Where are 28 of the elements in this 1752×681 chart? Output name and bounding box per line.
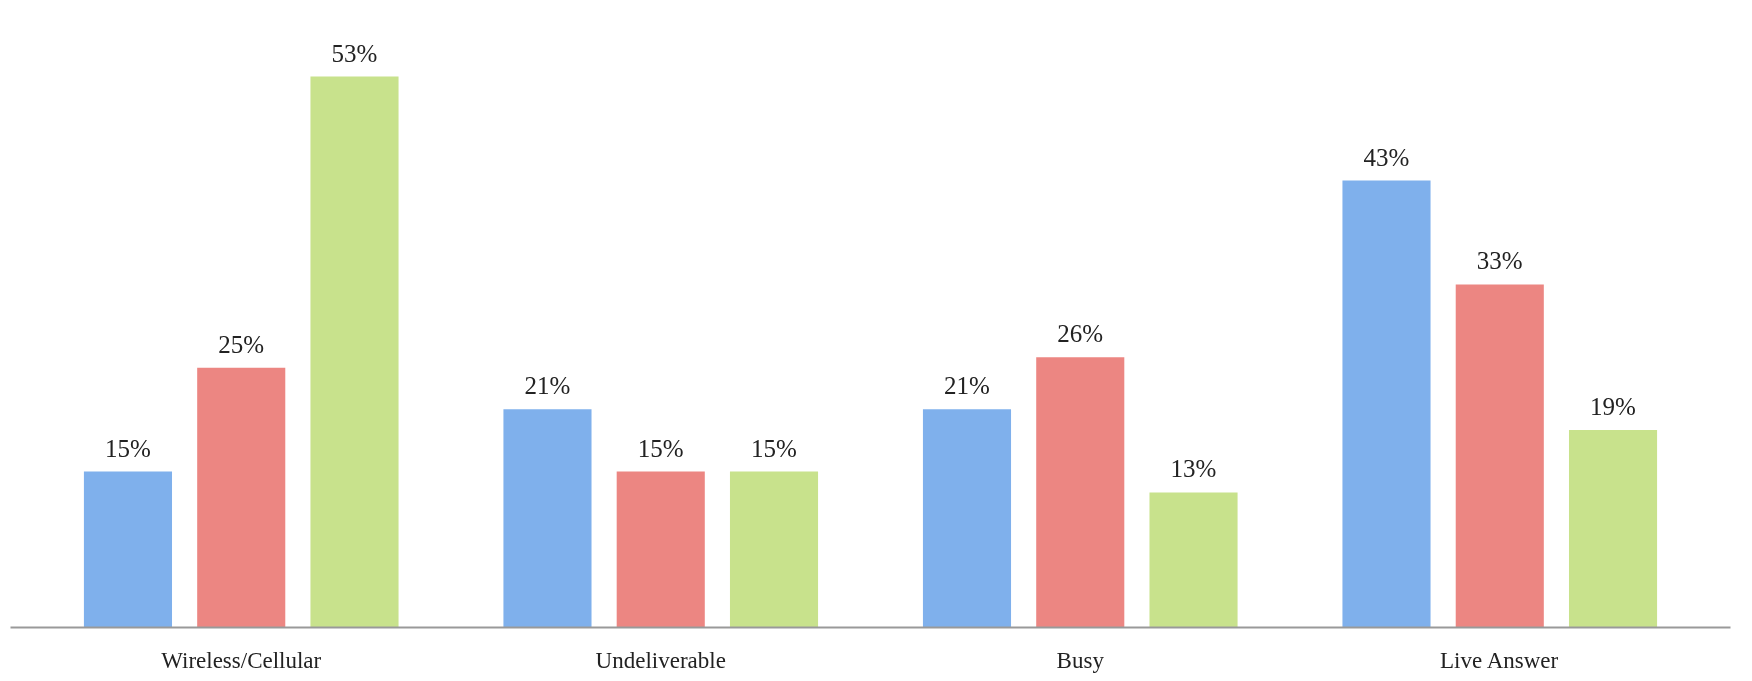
data-label: 21% [524,372,571,400]
bar [1568,430,1658,628]
bar [1149,492,1238,628]
data-label: 26% [1057,320,1104,348]
x-tick-label: Live Answer [1440,647,1559,673]
data-label: 21% [944,372,990,400]
data-label: 15% [105,434,151,462]
x-tick-label: Wireless/Cellular [161,647,322,673]
x-tick-label: Undeliverable [595,647,726,673]
bar [922,409,1012,628]
x-tick-label: Busy [1056,647,1105,673]
bar [310,76,399,628]
data-label: 19% [1590,393,1636,421]
bar [616,471,705,628]
bar [83,471,173,628]
data-label: 25% [218,330,265,358]
data-label: 13% [1170,455,1217,483]
bar [197,367,286,628]
bar [729,471,819,628]
bar [1455,284,1544,628]
bar [1342,180,1431,628]
data-label: 15% [751,434,797,462]
bar [1036,357,1125,628]
bar [503,409,592,628]
data-label: 33% [1476,247,1523,275]
data-label: 53% [331,39,378,67]
data-label: 15% [637,434,684,462]
data-label: 43% [1363,143,1410,171]
